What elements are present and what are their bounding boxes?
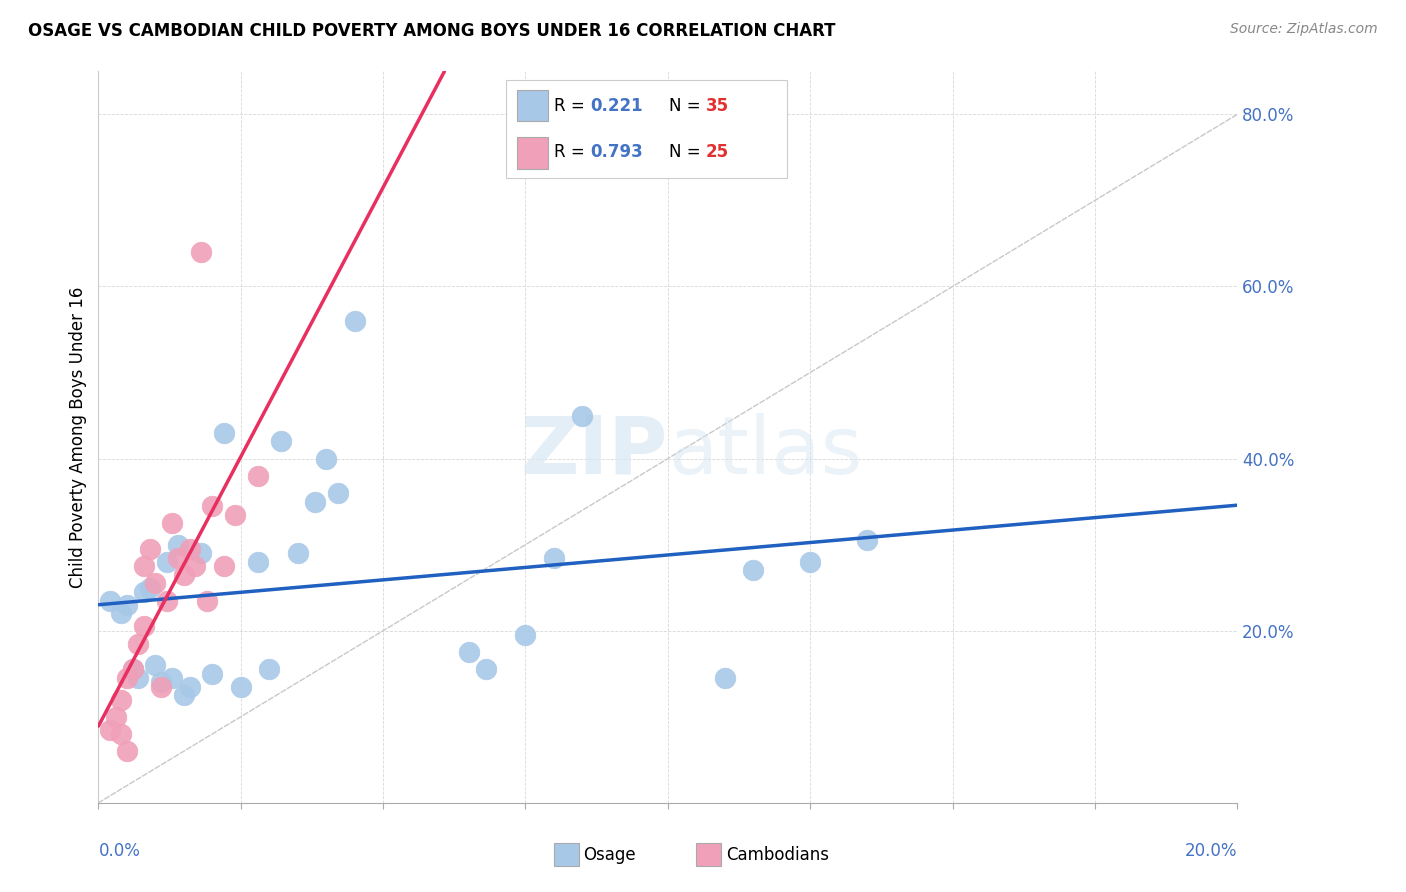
Text: Source: ZipAtlas.com: Source: ZipAtlas.com <box>1230 22 1378 37</box>
Point <box>162 516 184 530</box>
Text: 0.0%: 0.0% <box>98 842 141 860</box>
Text: R =: R = <box>554 97 591 115</box>
Point <box>98 593 121 607</box>
Point <box>121 662 143 676</box>
FancyBboxPatch shape <box>506 80 787 178</box>
Point <box>145 576 167 591</box>
Point <box>515 628 537 642</box>
Point <box>190 546 212 560</box>
Text: N =: N = <box>669 144 706 161</box>
Point <box>179 541 201 556</box>
Point <box>138 581 160 595</box>
Point <box>224 508 246 522</box>
Point <box>184 559 207 574</box>
Point <box>127 637 149 651</box>
Point <box>110 607 132 621</box>
Point <box>132 585 155 599</box>
Point <box>742 564 765 578</box>
Text: 0.221: 0.221 <box>591 97 643 115</box>
Point <box>287 546 309 560</box>
Point <box>457 645 479 659</box>
Point <box>201 499 224 513</box>
Text: OSAGE VS CAMBODIAN CHILD POVERTY AMONG BOYS UNDER 16 CORRELATION CHART: OSAGE VS CAMBODIAN CHILD POVERTY AMONG B… <box>28 22 835 40</box>
Point <box>201 666 224 681</box>
Point <box>132 619 155 633</box>
Point <box>246 468 269 483</box>
Point <box>714 671 737 685</box>
Point <box>156 555 179 569</box>
Bar <box>517 90 548 121</box>
Point <box>110 727 132 741</box>
Point <box>167 550 190 565</box>
Point <box>212 425 235 440</box>
Point <box>98 723 121 737</box>
Point <box>246 555 269 569</box>
Point <box>150 680 173 694</box>
Point <box>110 692 132 706</box>
Point <box>173 567 195 582</box>
Point <box>304 494 326 508</box>
Point <box>145 658 167 673</box>
Point <box>229 680 252 694</box>
Text: atlas: atlas <box>668 413 862 491</box>
Point <box>326 486 349 500</box>
Text: 25: 25 <box>706 144 728 161</box>
Text: R =: R = <box>554 144 591 161</box>
Point <box>167 538 190 552</box>
Text: 35: 35 <box>706 97 728 115</box>
Point <box>132 559 155 574</box>
Point <box>799 555 821 569</box>
Point <box>104 710 127 724</box>
Text: 0.793: 0.793 <box>591 144 644 161</box>
Point <box>127 671 149 685</box>
Point <box>138 541 160 556</box>
Point <box>259 662 281 676</box>
Point <box>162 671 184 685</box>
Point <box>195 593 218 607</box>
FancyBboxPatch shape <box>554 843 579 866</box>
Point <box>115 598 138 612</box>
Point <box>115 744 138 758</box>
Bar <box>517 137 548 169</box>
Point <box>212 559 235 574</box>
Text: Cambodians: Cambodians <box>725 846 830 863</box>
Point <box>156 593 179 607</box>
Point <box>343 314 366 328</box>
Point <box>474 662 496 676</box>
Y-axis label: Child Poverty Among Boys Under 16: Child Poverty Among Boys Under 16 <box>69 286 87 588</box>
Text: ZIP: ZIP <box>520 413 668 491</box>
Point <box>190 245 212 260</box>
Point <box>543 550 565 565</box>
Point <box>179 680 201 694</box>
Point <box>173 688 195 702</box>
FancyBboxPatch shape <box>696 843 721 866</box>
Point <box>121 662 143 676</box>
Point <box>115 671 138 685</box>
Point <box>150 675 173 690</box>
Point <box>571 409 593 423</box>
Point <box>270 434 292 449</box>
Text: 20.0%: 20.0% <box>1185 842 1237 860</box>
Text: N =: N = <box>669 97 706 115</box>
Point <box>315 451 337 466</box>
Text: Osage: Osage <box>583 846 636 863</box>
Point <box>856 533 879 548</box>
